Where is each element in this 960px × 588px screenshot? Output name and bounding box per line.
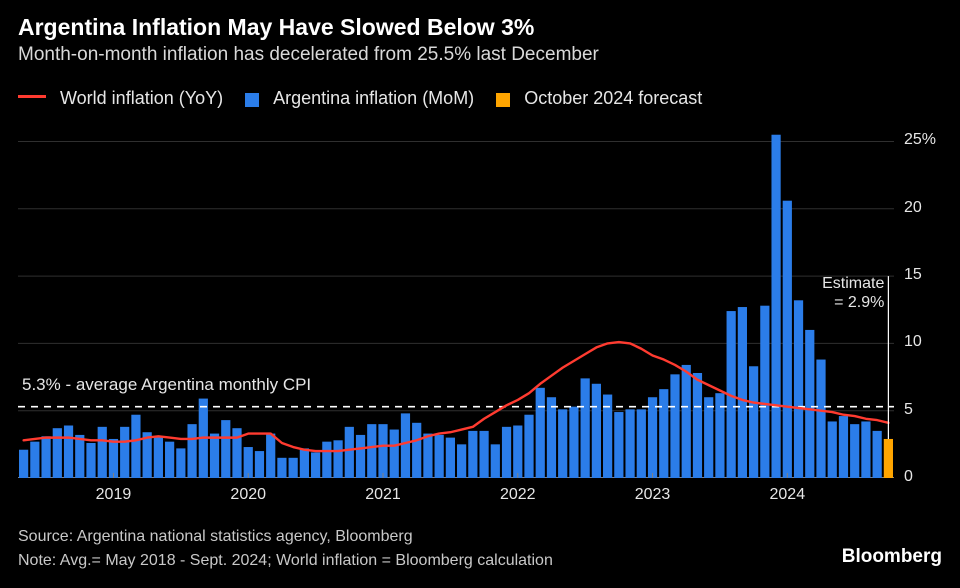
legend-label-forecast: October 2024 forecast [524,88,702,109]
y-tick-label: 10 [904,333,922,351]
estimate-label: Estimate= 2.9% [808,274,884,312]
x-tick-label: 2019 [96,486,132,504]
x-tick-label: 2022 [500,486,536,504]
plot-area [18,128,894,478]
avg-cpi-label: 5.3% - average Argentina monthly CPI [22,375,311,395]
plot-svg [18,128,894,478]
legend-swatch-world [18,95,46,98]
y-tick-label: 0 [904,468,913,486]
y-tick-label: 15 [904,266,922,284]
bloomberg-brand: Bloomberg [842,546,942,568]
y-tick-label: 25% [904,131,936,149]
legend: World inflation (YoY) Argentina inflatio… [18,88,702,109]
y-tick-label: 20 [904,199,922,217]
figure-root: Argentina Inflation May Have Slowed Belo… [0,0,960,588]
legend-swatch-argentina [245,93,259,107]
source-line: Source: Argentina national statistics ag… [18,528,413,546]
x-tick-label: 2024 [770,486,806,504]
chart-subtitle: Month-on-month inflation has decelerated… [18,44,599,66]
note-line: Note: Avg.= May 2018 - Sept. 2024; World… [18,552,553,570]
legend-label-world: World inflation (YoY) [60,88,223,109]
legend-swatch-forecast [496,93,510,107]
x-tick-label: 2023 [635,486,671,504]
x-tick-label: 2020 [230,486,266,504]
chart-title: Argentina Inflation May Have Slowed Belo… [18,14,534,41]
legend-label-argentina: Argentina inflation (MoM) [273,88,474,109]
x-tick-label: 2021 [365,486,401,504]
y-tick-label: 5 [904,401,913,419]
